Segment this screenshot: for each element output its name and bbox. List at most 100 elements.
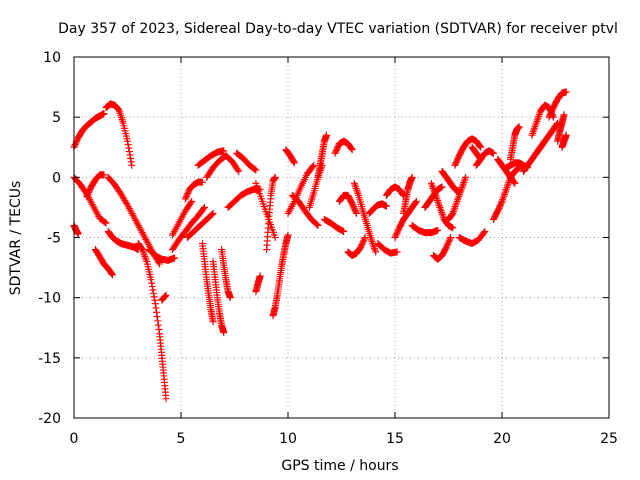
data-point — [347, 144, 355, 152]
chart-title: Day 357 of 2023, Sidereal Day-to-day VTE… — [58, 21, 618, 37]
data-point — [370, 243, 378, 251]
x-tick-labels: 0 5 10 15 20 25 — [70, 431, 618, 447]
data-point — [456, 191, 464, 199]
y-tick-label: 10 — [43, 50, 61, 66]
data-point — [432, 193, 440, 201]
data-point — [560, 111, 568, 119]
y-axis-label: SDTVAR / TECUs — [8, 181, 24, 296]
data-point — [323, 131, 331, 139]
data-point — [451, 204, 459, 212]
x-tick-label: 0 — [70, 431, 79, 447]
data-point — [284, 231, 292, 239]
data-point — [502, 185, 510, 193]
data-point — [125, 148, 133, 156]
data-point — [460, 177, 468, 185]
data-point — [434, 226, 442, 234]
series-arc-51 — [468, 143, 485, 163]
data-point — [477, 155, 485, 163]
series-arc-13 — [168, 197, 196, 239]
data-point — [497, 199, 505, 207]
data-point — [436, 203, 444, 211]
series-arc-20 — [203, 152, 243, 181]
data-point — [142, 254, 150, 262]
data-point — [455, 192, 463, 200]
data-point — [140, 251, 148, 259]
x-tick-label: 15 — [386, 431, 404, 447]
data-point — [314, 221, 322, 229]
series-arc-3 — [70, 221, 82, 238]
data-point — [368, 238, 376, 246]
data-point — [475, 154, 483, 162]
data-point — [154, 321, 162, 329]
series-arc-33 — [331, 137, 356, 157]
data-point — [153, 313, 161, 321]
data-point — [515, 123, 523, 131]
data-point — [188, 197, 196, 205]
series-arc-8 — [104, 173, 164, 268]
data-point — [153, 308, 161, 316]
data-point — [150, 293, 158, 301]
data-point — [481, 227, 489, 235]
data-point — [124, 137, 131, 145]
data-point — [352, 185, 360, 193]
data-point — [439, 212, 447, 220]
data-point — [429, 183, 437, 191]
data-point — [124, 141, 132, 149]
points-layer — [70, 88, 570, 403]
data-point — [109, 271, 117, 279]
data-point — [126, 151, 134, 159]
x-tick-label: 10 — [279, 431, 297, 447]
data-point — [290, 159, 298, 167]
series-arc-31 — [314, 131, 331, 181]
data-point — [459, 182, 467, 190]
y-tick-label: 0 — [52, 170, 61, 186]
data-point — [459, 180, 467, 188]
data-point — [476, 142, 484, 150]
data-point — [433, 197, 441, 205]
data-point — [435, 200, 443, 208]
series-arc-29 — [288, 191, 322, 229]
data-point — [533, 116, 541, 124]
data-point — [340, 227, 348, 235]
data-point — [252, 166, 260, 174]
data-point — [435, 202, 443, 210]
data-point — [148, 282, 156, 290]
data-point — [532, 119, 540, 127]
data-point — [480, 229, 488, 237]
data-point — [141, 252, 149, 260]
data-point — [428, 181, 436, 189]
data-point — [453, 197, 461, 205]
data-point — [499, 194, 507, 202]
data-point — [290, 158, 298, 166]
series-arc-41 — [400, 173, 416, 217]
data-point — [456, 189, 464, 197]
series-arc-35 — [344, 234, 369, 260]
data-point — [449, 224, 457, 232]
data-point — [147, 276, 155, 284]
data-point — [532, 121, 540, 129]
data-point — [529, 128, 537, 136]
data-point — [535, 112, 543, 120]
data-point — [353, 188, 361, 196]
data-point — [151, 300, 159, 308]
series-arc-55 — [507, 123, 523, 163]
data-point — [498, 197, 506, 205]
series-arc-23 — [252, 272, 264, 296]
data-point — [162, 291, 170, 299]
data-point — [446, 235, 454, 243]
data-point — [461, 175, 469, 183]
data-point — [433, 195, 441, 203]
data-point — [309, 163, 317, 171]
data-point — [430, 188, 438, 196]
series-arc-15 — [183, 209, 217, 241]
data-point — [562, 131, 570, 139]
data-point — [504, 180, 512, 188]
data-point — [127, 158, 135, 166]
series-arc-25 — [263, 173, 279, 254]
series-arc-9 — [134, 240, 170, 403]
data-point — [271, 234, 279, 241]
series-arc-19 — [218, 246, 234, 302]
data-point — [226, 294, 234, 302]
y-tick-label: -20 — [38, 411, 61, 427]
